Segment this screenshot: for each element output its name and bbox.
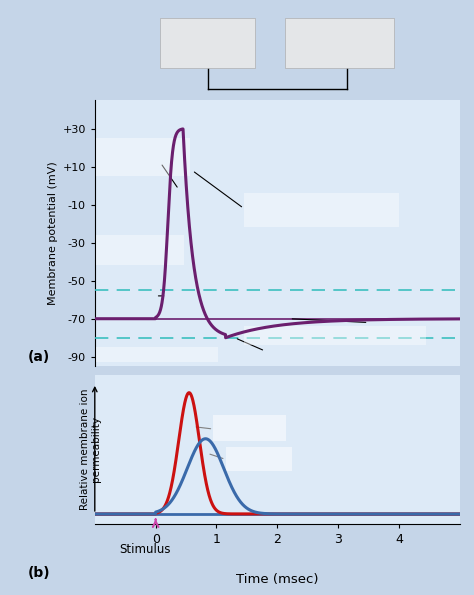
Bar [226, 447, 292, 471]
Bar [213, 415, 286, 441]
Bar [96, 347, 218, 362]
Bar [244, 326, 426, 345]
Bar [96, 235, 184, 265]
Text: (a): (a) [27, 350, 49, 364]
Y-axis label: Membrane potential (mV): Membrane potential (mV) [48, 161, 58, 305]
Text: (b): (b) [27, 566, 50, 580]
Y-axis label: Relative membrane ion
permeability: Relative membrane ion permeability [80, 389, 101, 510]
Bar [284, 18, 394, 68]
Text: Time (msec): Time (msec) [236, 573, 319, 586]
Bar [96, 138, 190, 176]
Bar [244, 193, 399, 227]
Text: Stimulus: Stimulus [119, 543, 170, 556]
Bar [161, 18, 255, 68]
